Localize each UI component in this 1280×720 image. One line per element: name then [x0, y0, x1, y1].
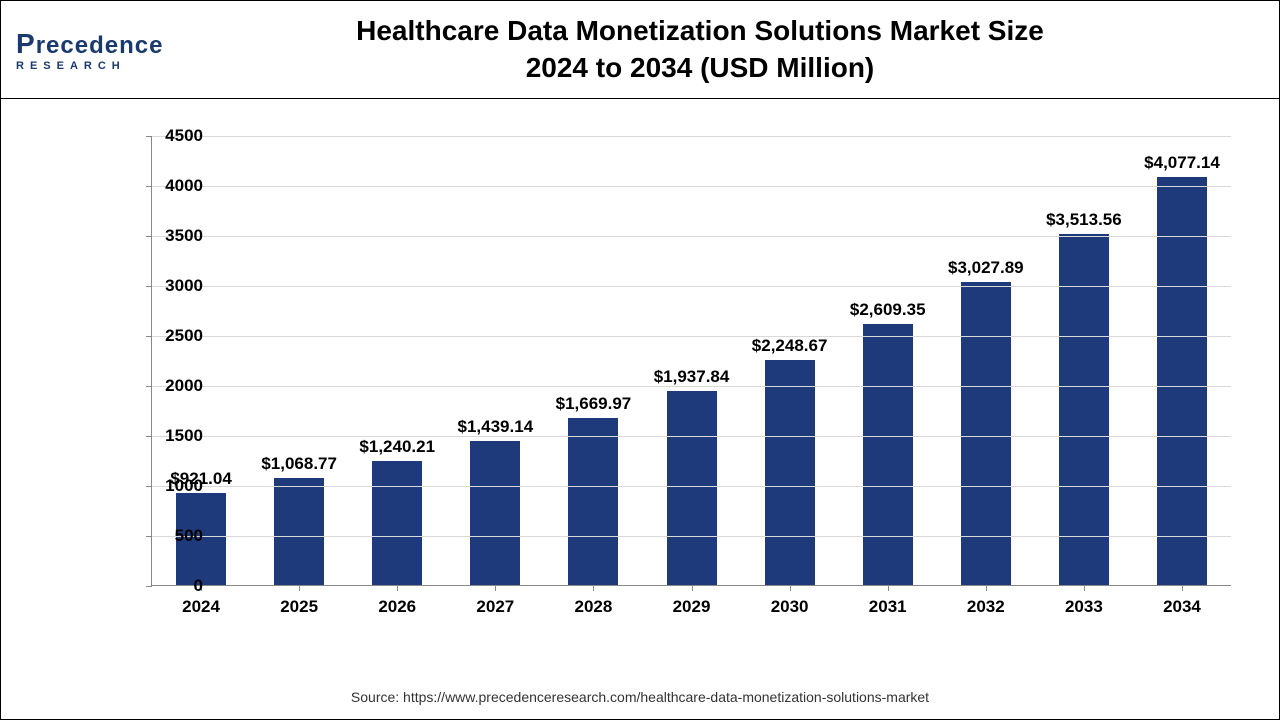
bar-slot: $1,439.142027: [446, 136, 544, 585]
bar-slot: $1,937.842029: [642, 136, 740, 585]
bar-slot: $2,609.352031: [839, 136, 937, 585]
gridline: [152, 536, 1231, 537]
xtick-mark: [1182, 585, 1183, 591]
xtick-label: 2034: [1163, 597, 1201, 617]
xtick-label: 2024: [182, 597, 220, 617]
bar: [1157, 177, 1207, 585]
bar-value-label: $3,027.89: [948, 258, 1024, 278]
bar: [470, 441, 520, 585]
ytick-label: 1000: [153, 476, 203, 496]
ytick-mark: [146, 536, 152, 537]
ytick-mark: [146, 336, 152, 337]
ytick-label: 1500: [153, 426, 203, 446]
chart-area: $921.042024$1,068.772025$1,240.212026$1,…: [91, 136, 1241, 626]
ytick-mark: [146, 286, 152, 287]
ytick-mark: [146, 436, 152, 437]
bar-slot: $2,248.672030: [741, 136, 839, 585]
source-text: Source: https://www.precedenceresearch.c…: [1, 689, 1279, 705]
xtick-mark: [299, 585, 300, 591]
bars-container: $921.042024$1,068.772025$1,240.212026$1,…: [152, 136, 1231, 585]
xtick-label: 2029: [673, 597, 711, 617]
ytick-mark: [146, 136, 152, 137]
bar-value-label: $2,248.67: [752, 336, 828, 356]
ytick-label: 2000: [153, 376, 203, 396]
bar-value-label: $1,439.14: [458, 417, 534, 437]
gridline: [152, 336, 1231, 337]
logo-sub: RESEARCH: [16, 60, 206, 72]
bar-slot: $4,077.142034: [1133, 136, 1231, 585]
title-line-2: 2024 to 2034 (USD Million): [221, 50, 1179, 86]
bar-value-label: $2,609.35: [850, 300, 926, 320]
ytick-mark: [146, 586, 152, 587]
bar-value-label: $3,513.56: [1046, 210, 1122, 230]
gridline: [152, 486, 1231, 487]
gridline: [152, 286, 1231, 287]
ytick-mark: [146, 236, 152, 237]
xtick-label: 2028: [575, 597, 613, 617]
bar: [568, 418, 618, 585]
bar-value-label: $1,669.97: [556, 394, 632, 414]
ytick-label: 2500: [153, 326, 203, 346]
bar: [863, 324, 913, 585]
title-line-1: Healthcare Data Monetization Solutions M…: [221, 13, 1179, 49]
gridline: [152, 136, 1231, 137]
gridline: [152, 236, 1231, 237]
xtick-mark: [692, 585, 693, 591]
ytick-mark: [146, 186, 152, 187]
ytick-label: 0: [153, 576, 203, 596]
bar: [274, 478, 324, 585]
xtick-label: 2030: [771, 597, 809, 617]
xtick-label: 2033: [1065, 597, 1103, 617]
logo-main: recedence: [36, 32, 164, 59]
gridline: [152, 186, 1231, 187]
bar: [372, 461, 422, 585]
ytick-label: 4000: [153, 176, 203, 196]
xtick-label: 2025: [280, 597, 318, 617]
gridline: [152, 436, 1231, 437]
logo: Precedence RESEARCH: [1, 18, 221, 82]
xtick-label: 2026: [378, 597, 416, 617]
xtick-mark: [790, 585, 791, 591]
ytick-mark: [146, 486, 152, 487]
bar-slot: $3,027.892032: [937, 136, 1035, 585]
bar-value-label: $1,240.21: [359, 437, 435, 457]
bar: [667, 391, 717, 585]
ytick-label: 3500: [153, 226, 203, 246]
ytick-label: 4500: [153, 126, 203, 146]
bar-slot: $921.042024: [152, 136, 250, 585]
xtick-mark: [888, 585, 889, 591]
bar-slot: $1,068.772025: [250, 136, 348, 585]
xtick-mark: [1084, 585, 1085, 591]
bar: [961, 282, 1011, 585]
ytick-label: 3000: [153, 276, 203, 296]
xtick-mark: [593, 585, 594, 591]
chart-title: Healthcare Data Monetization Solutions M…: [221, 13, 1279, 86]
bar-slot: $3,513.562033: [1035, 136, 1133, 585]
logo-brand: Precedence: [16, 28, 206, 60]
ytick-label: 500: [153, 526, 203, 546]
xtick-mark: [495, 585, 496, 591]
bar-slot: $1,240.212026: [348, 136, 446, 585]
xtick-label: 2031: [869, 597, 907, 617]
xtick-mark: [986, 585, 987, 591]
bar-value-label: $1,937.84: [654, 367, 730, 387]
xtick-label: 2032: [967, 597, 1005, 617]
bar: [765, 360, 815, 585]
ytick-mark: [146, 386, 152, 387]
gridline: [152, 386, 1231, 387]
header: Precedence RESEARCH Healthcare Data Mone…: [1, 1, 1279, 99]
logo-prefix: P: [16, 28, 36, 59]
xtick-mark: [397, 585, 398, 591]
bar-value-label: $1,068.77: [261, 454, 337, 474]
bar-slot: $1,669.972028: [544, 136, 642, 585]
xtick-label: 2027: [476, 597, 514, 617]
plot: $921.042024$1,068.772025$1,240.212026$1,…: [151, 136, 1231, 586]
bar-value-label: $4,077.14: [1144, 153, 1220, 173]
